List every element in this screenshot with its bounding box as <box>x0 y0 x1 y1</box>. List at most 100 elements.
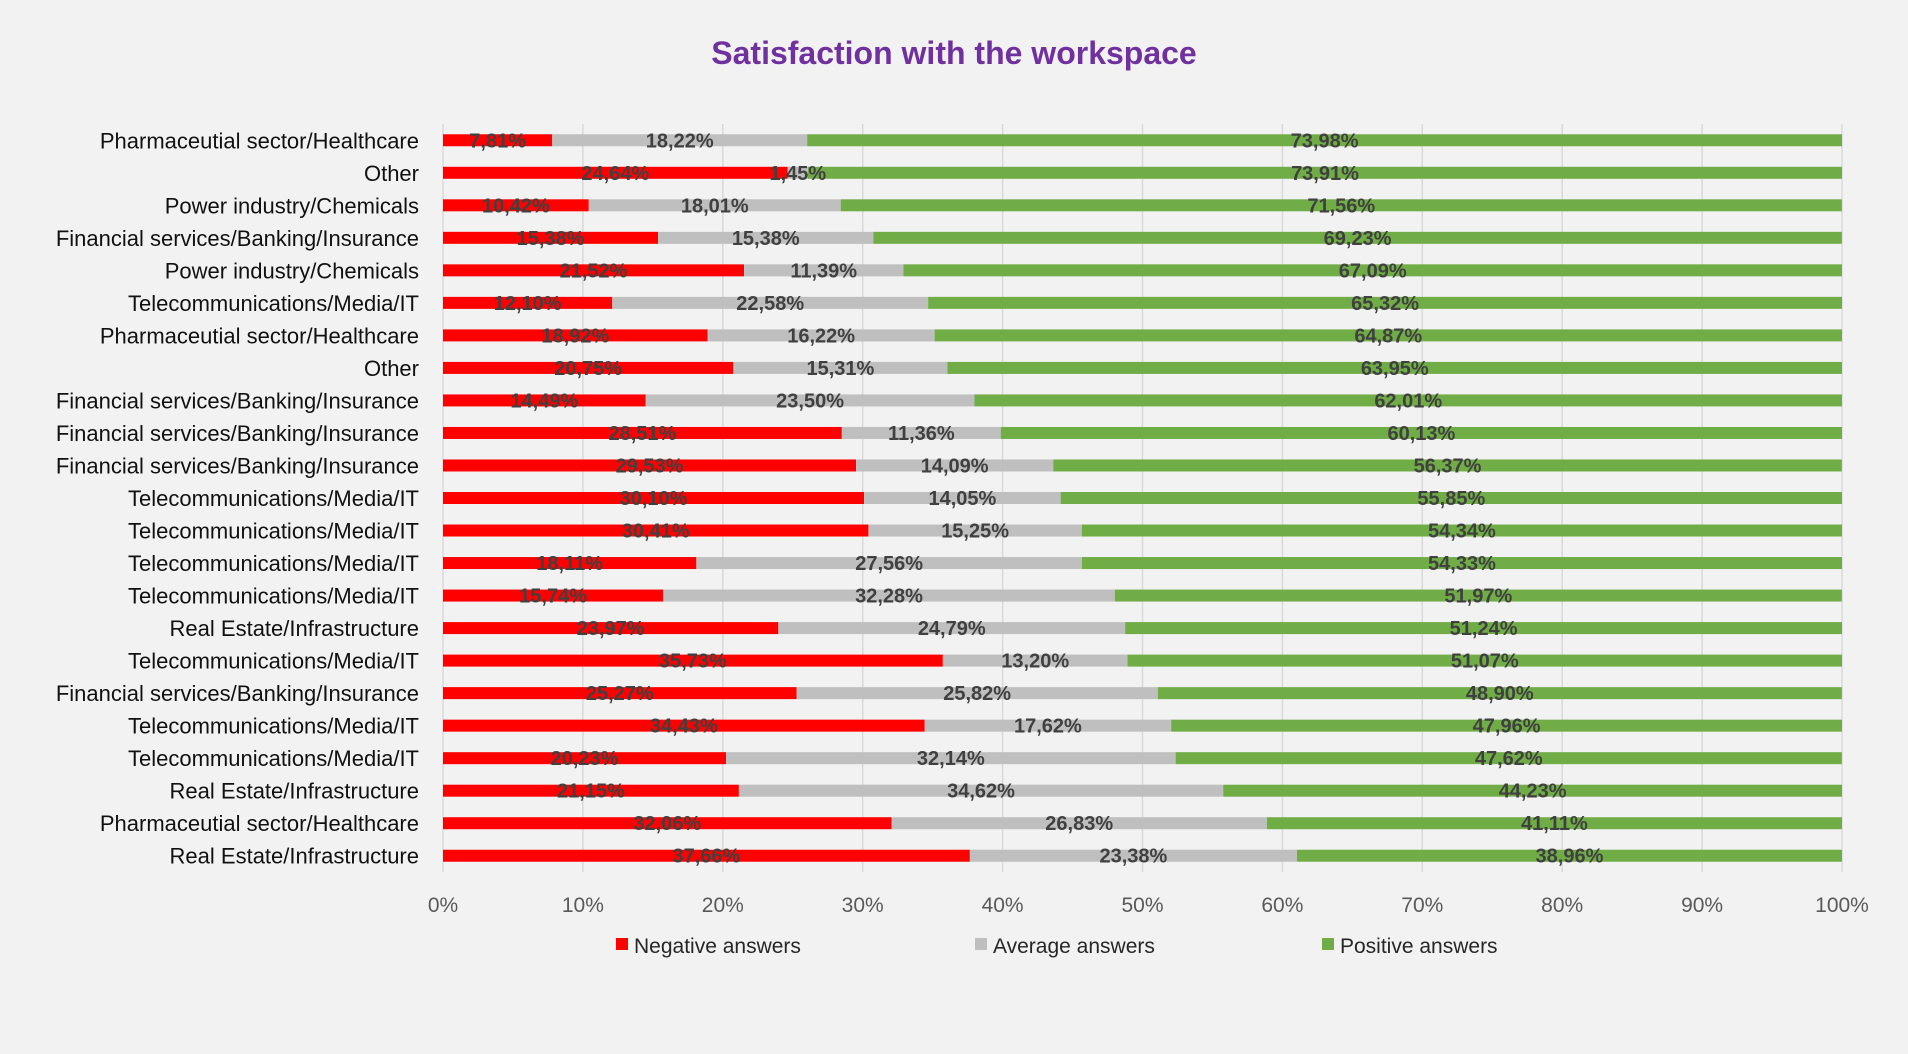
data-label: 18,11% <box>536 553 603 575</box>
bar-segment-positive <box>947 361 1842 374</box>
data-label: 35,73% <box>659 651 727 673</box>
bar-segment-average <box>612 296 929 309</box>
chart-title: Satisfaction with the workspace <box>711 35 1196 71</box>
data-label: 21,52% <box>560 260 628 282</box>
data-label: 30,10% <box>620 488 688 510</box>
data-label: 41,11% <box>1521 813 1588 835</box>
bar-segment-positive <box>1175 752 1842 765</box>
data-label: 51,97% <box>1444 586 1512 608</box>
bar-segment-positive <box>1053 459 1842 472</box>
data-label: 47,96% <box>1473 716 1541 738</box>
category-label: Financial services/Banking/Insurance <box>56 681 419 706</box>
data-label: 25,27% <box>586 683 654 705</box>
data-label: 21,15% <box>557 781 625 803</box>
category-label: Power industry/Chemicals <box>165 193 419 218</box>
bar-segment-average <box>841 426 1001 439</box>
data-label: 24,79% <box>918 618 986 640</box>
data-label: 30,41% <box>622 521 690 543</box>
data-label: 17,62% <box>1014 716 1082 738</box>
bar-segment-positive <box>1000 426 1842 439</box>
data-label: 1,45% <box>769 163 826 185</box>
bar-segment-average <box>645 394 975 407</box>
bar-segment-negative <box>443 524 869 537</box>
data-label: 13,20% <box>1001 651 1069 673</box>
bar-segment-negative <box>443 589 664 602</box>
bar-segment-average <box>696 557 1082 570</box>
data-label: 18,92% <box>541 325 609 347</box>
category-label: Telecommunications/Media/IT <box>128 486 419 511</box>
bar-segment-average <box>707 329 935 342</box>
bar-segment-average <box>726 752 1176 765</box>
bar-segment-negative <box>443 426 842 439</box>
category-label: Other <box>364 161 419 186</box>
bar-segment-negative <box>443 459 857 472</box>
category-label: Pharmaceutial sector/Healthcare <box>100 811 419 836</box>
data-label: 27,56% <box>855 553 923 575</box>
category-label: Telecommunications/Media/IT <box>128 551 419 576</box>
bar-segment-negative <box>443 166 788 179</box>
bar-segment-negative <box>443 134 553 147</box>
data-label: 51,07% <box>1451 651 1519 673</box>
x-tick-label: 60% <box>1261 894 1303 917</box>
bar-segment-average <box>864 492 1061 504</box>
bar-segment-average <box>969 849 1297 862</box>
value-axis: 0% 10% 20% 30% 40% 50% 60% 70% 80% 90% 100% <box>428 894 1869 917</box>
bar-segment-negative <box>443 394 646 407</box>
x-tick-label: 40% <box>982 894 1024 917</box>
category-label: Telecommunications/Media/IT <box>128 584 419 609</box>
bar-segment-average <box>552 134 808 147</box>
bar-segment-average <box>856 459 1054 472</box>
x-tick-label: 20% <box>702 894 744 917</box>
bar-segment-negative <box>443 687 797 700</box>
data-label: 22,58% <box>736 293 804 315</box>
category-label: Telecommunications/Media/IT <box>128 746 419 771</box>
data-label: 20,75% <box>554 358 622 380</box>
data-labels: 7,81% 18,22% 73,98% 24,64% 1,45% 73,91% 10,42%… <box>469 130 1603 867</box>
x-tick-label: 100% <box>1815 894 1869 917</box>
data-label: 11,39% <box>790 260 857 282</box>
bar-segment-positive <box>1081 557 1842 570</box>
data-label: 15,74% <box>519 586 587 608</box>
data-label: 15,31% <box>806 358 874 380</box>
bar-series <box>443 134 1843 862</box>
bar-segment-average <box>891 817 1267 830</box>
data-label: 15,38% <box>517 228 585 250</box>
bar-segment-average <box>924 719 1172 732</box>
data-label: 32,06% <box>633 813 701 835</box>
category-label: Other <box>364 356 419 381</box>
data-label: 10,42% <box>482 195 550 217</box>
category-label: Telecommunications/Media/IT <box>128 649 419 674</box>
bar-segment-positive <box>840 199 1842 212</box>
data-label: 12,10% <box>494 293 562 315</box>
data-label: 7,81% <box>469 130 526 152</box>
legend: Negative answers Average answers Positive … <box>616 935 1498 958</box>
data-label: 24,64% <box>581 163 649 185</box>
data-label: 25,82% <box>943 683 1011 705</box>
data-label: 15,38% <box>732 228 800 250</box>
bar-segment-negative <box>443 329 708 342</box>
data-label: 65,32% <box>1351 293 1419 315</box>
bar-segment-positive <box>1171 719 1842 732</box>
x-tick-label: 80% <box>1541 894 1583 917</box>
bar-segment-positive <box>903 264 1842 277</box>
legend-swatch <box>1322 938 1334 950</box>
data-label: 14,49% <box>510 390 578 412</box>
bar-segment-positive <box>1296 849 1842 862</box>
data-label: 18,01% <box>681 195 749 217</box>
data-label: 23,97% <box>577 618 645 640</box>
bar-segment-positive <box>928 296 1842 309</box>
data-label: 14,09% <box>921 455 989 477</box>
data-label: 16,22% <box>787 325 855 347</box>
data-label: 14,05% <box>928 488 996 510</box>
bar-segment-negative <box>443 296 613 309</box>
data-label: 51,24% <box>1450 618 1518 640</box>
legend-label: Positive answers <box>1340 935 1498 958</box>
data-label: 69,23% <box>1324 228 1392 250</box>
x-tick-label: 0% <box>428 894 458 917</box>
bar-segment-positive <box>1127 654 1842 667</box>
data-label: 23,38% <box>1099 846 1167 868</box>
x-tick-label: 50% <box>1121 894 1163 917</box>
category-label: Real Estate/Infrastructure <box>170 779 419 804</box>
data-label: 15,25% <box>941 521 1009 543</box>
